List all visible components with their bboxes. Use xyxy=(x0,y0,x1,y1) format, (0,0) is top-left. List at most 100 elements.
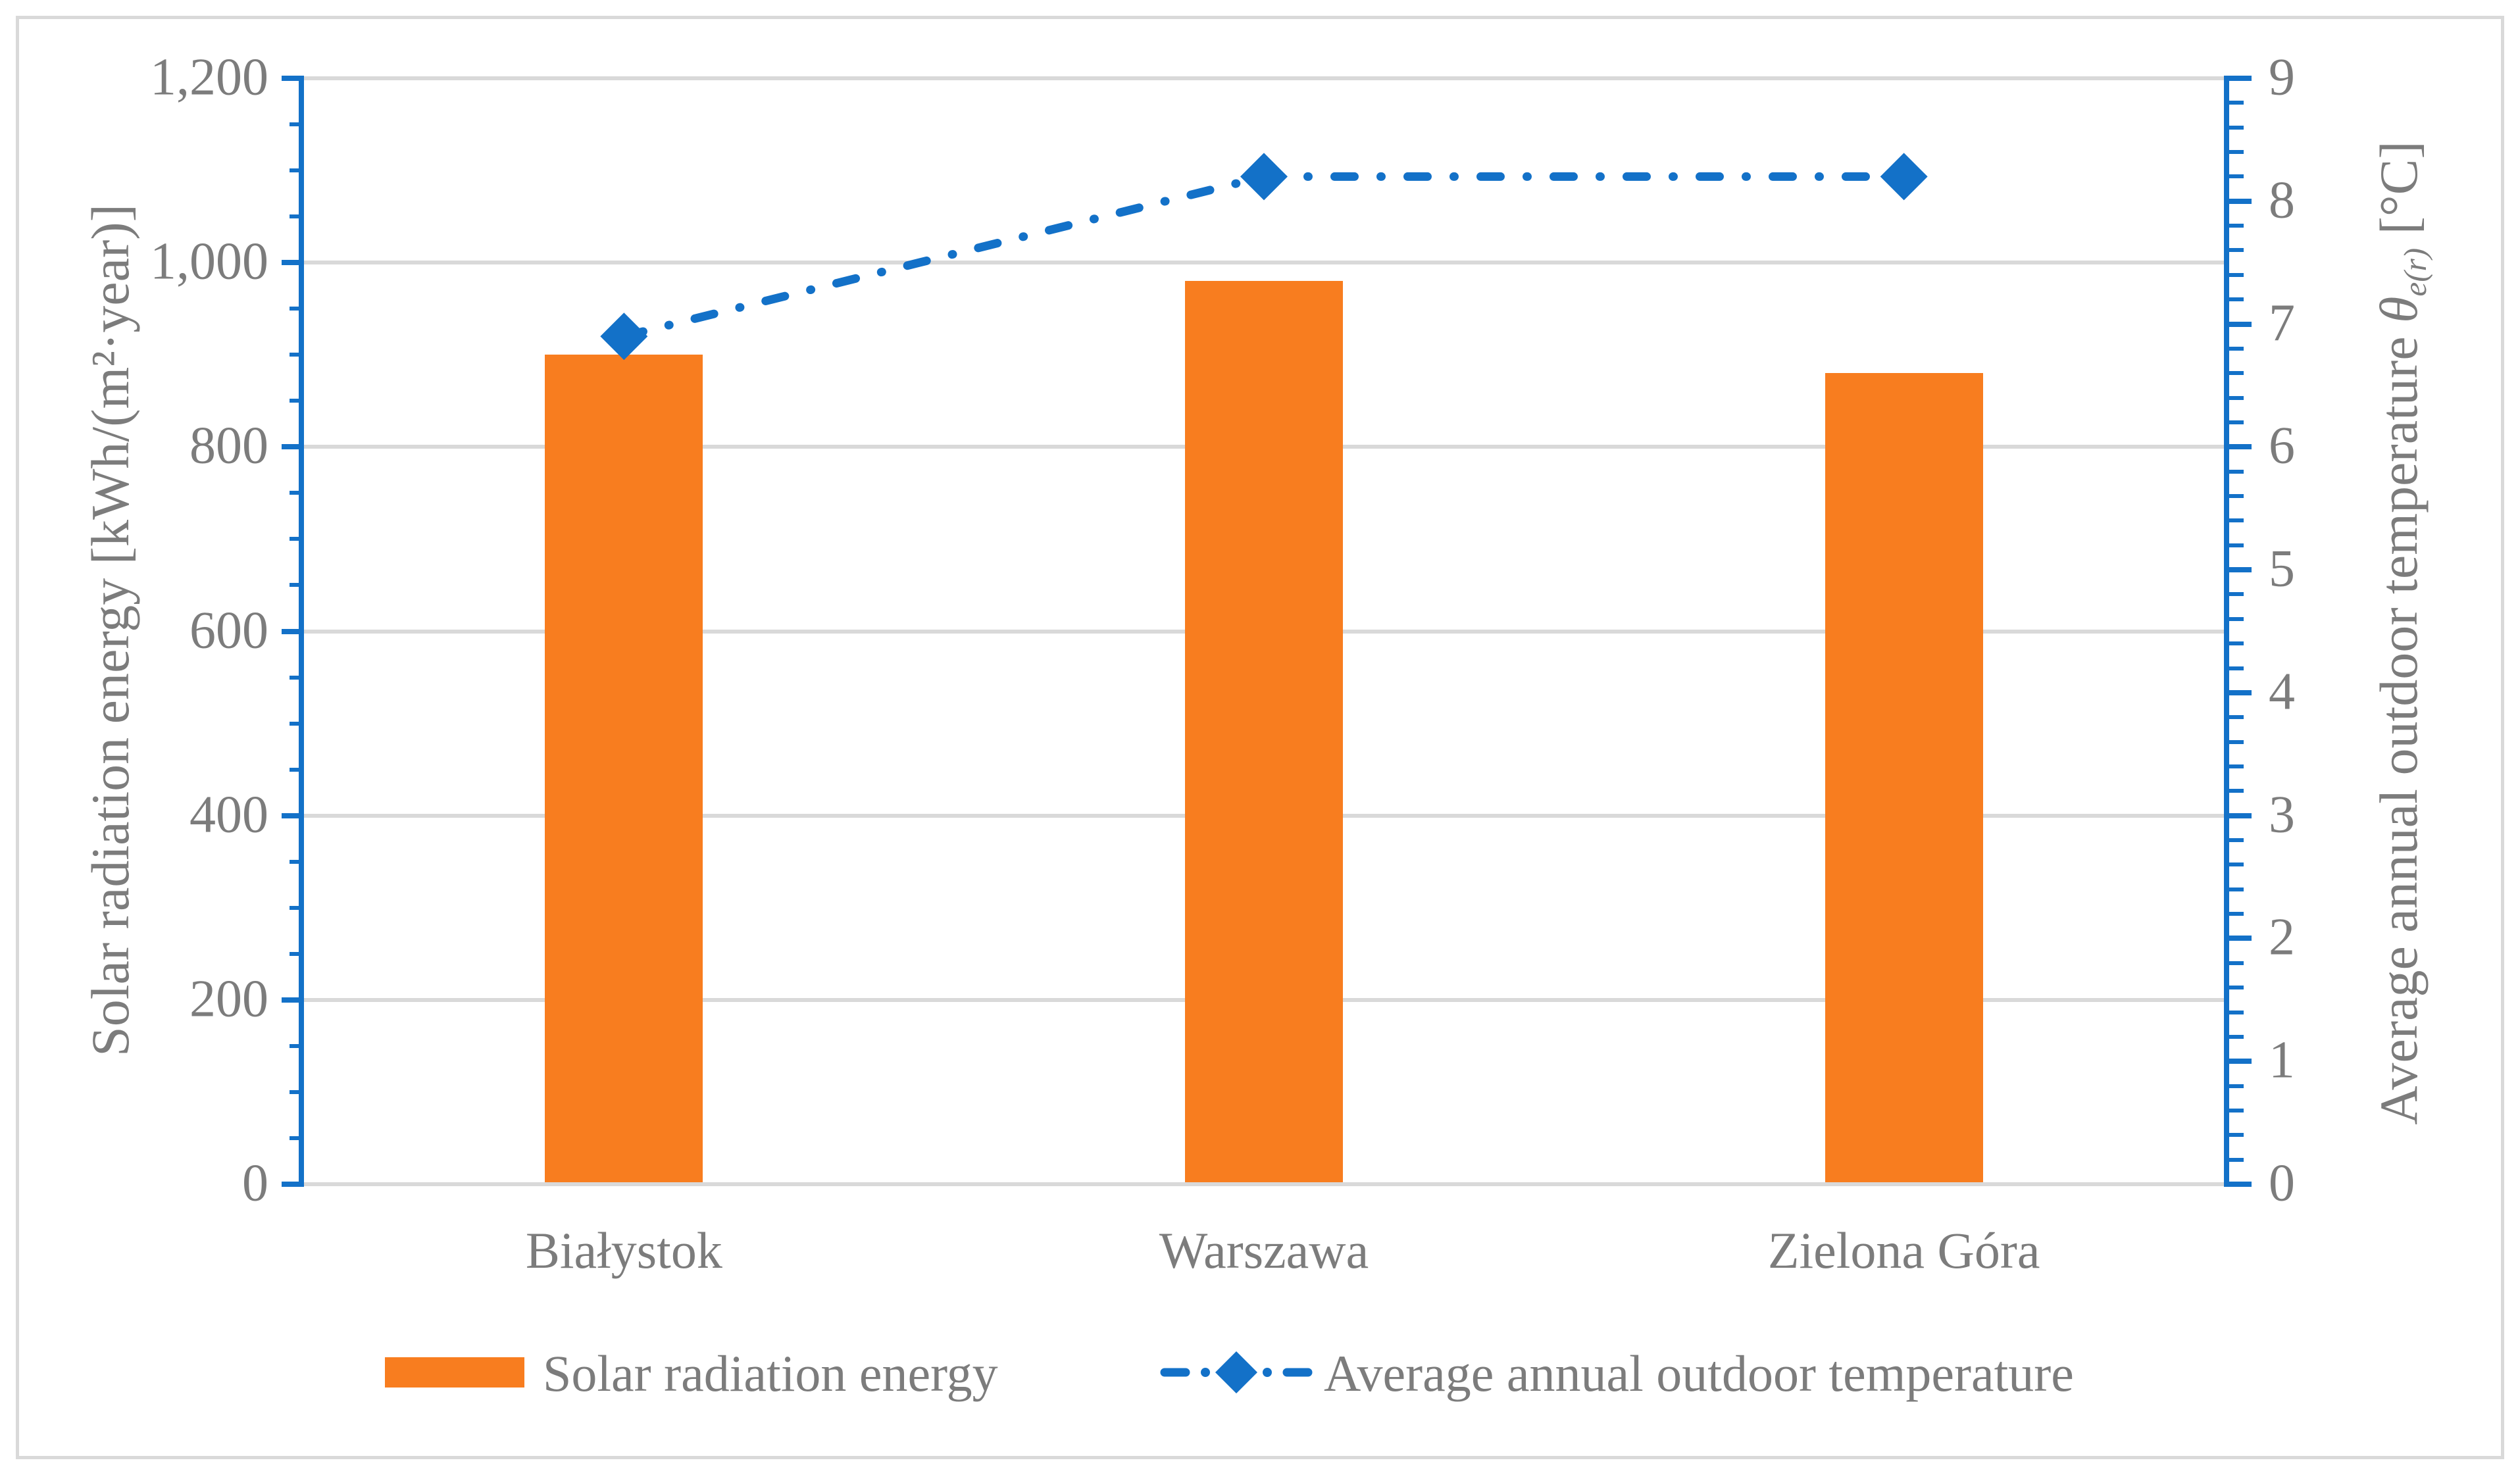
right-axis-minor-tick xyxy=(2229,1034,2244,1039)
right-axis-minor-tick xyxy=(2229,1157,2244,1162)
right-axis-minor-tick xyxy=(2229,912,2244,916)
right-axis-major-tick xyxy=(2229,1182,2252,1187)
right-axis-line xyxy=(2224,76,2229,1187)
right-axis-tick-label: 1 xyxy=(2269,1031,2295,1089)
right-axis-minor-tick xyxy=(2229,1084,2244,1088)
right-axis-minor-tick xyxy=(2229,494,2244,499)
left-axis-minor-tick xyxy=(290,583,304,588)
left-axis-minor-tick xyxy=(290,353,304,357)
legend-label-solar: Solar radiation energy xyxy=(543,1345,998,1402)
right-axis-minor-tick xyxy=(2229,592,2244,597)
right-axis-minor-tick xyxy=(2229,395,2244,400)
right-axis-major-tick xyxy=(2229,689,2252,695)
right-axis-minor-tick xyxy=(2229,666,2244,670)
bar-zielona-g-ra xyxy=(1825,373,1983,1182)
right-axis-minor-tick xyxy=(2229,986,2244,990)
right-axis-minor-tick xyxy=(2229,715,2244,720)
left-axis-minor-tick xyxy=(290,951,304,956)
left-axis-minor-tick xyxy=(290,307,304,311)
left-axis-minor-tick xyxy=(290,214,304,219)
right-axis-minor-tick xyxy=(2229,616,2244,621)
left-axis-tick-label: 200 xyxy=(189,970,268,1028)
left-axis-tick-label: 1,000 xyxy=(150,232,268,291)
left-axis-minor-tick xyxy=(290,491,304,495)
right-axis-minor-tick xyxy=(2229,101,2244,105)
right-axis-minor-tick xyxy=(2229,1108,2244,1112)
bar-bia-ystok xyxy=(545,355,703,1182)
left-axis-tick-label: 0 xyxy=(242,1154,268,1212)
right-axis-minor-tick xyxy=(2229,1010,2244,1014)
right-axis-tick-label: 2 xyxy=(2269,908,2295,966)
right-axis-minor-tick xyxy=(2229,420,2244,424)
left-axis-major-tick xyxy=(282,813,304,818)
right-axis-tick-label: 9 xyxy=(2269,48,2295,107)
right-axis-major-tick xyxy=(2229,1059,2252,1064)
right-axis-title: Average annual outdoor temperature θe(r)… xyxy=(2369,141,2433,1124)
right-axis-tick-label: 3 xyxy=(2269,786,2295,844)
gridline xyxy=(304,261,2224,265)
left-axis-minor-tick xyxy=(290,122,304,127)
gridline xyxy=(304,76,2224,80)
category-label-zielona-g-ra: Zielona Góra xyxy=(1767,1222,2040,1279)
right-axis-tick-label: 8 xyxy=(2269,171,2295,230)
left-axis-minor-tick xyxy=(290,859,304,864)
right-axis-minor-tick xyxy=(2229,125,2244,130)
left-axis-minor-tick xyxy=(290,675,304,680)
left-axis-major-tick xyxy=(282,997,304,1003)
left-axis-minor-tick xyxy=(290,905,304,910)
right-axis-minor-tick xyxy=(2229,739,2244,744)
right-axis-minor-tick xyxy=(2229,272,2244,277)
left-axis-minor-tick xyxy=(290,537,304,541)
right-axis-major-tick xyxy=(2229,198,2252,204)
left-axis-tick-label: 600 xyxy=(189,601,268,659)
left-axis-minor-tick xyxy=(290,1136,304,1140)
left-axis-major-tick xyxy=(282,76,304,81)
right-axis-major-tick xyxy=(2229,567,2252,573)
right-axis-minor-tick xyxy=(2229,150,2244,155)
right-axis-major-tick xyxy=(2229,813,2252,818)
right-axis-tick-label: 5 xyxy=(2269,539,2295,598)
right-axis-minor-tick xyxy=(2229,543,2244,547)
left-axis-major-tick xyxy=(282,628,304,634)
left-axis-major-tick xyxy=(282,260,304,266)
category-label-bia-ystok: Białystok xyxy=(525,1222,722,1279)
right-axis-major-tick xyxy=(2229,76,2252,81)
theta-subscript: e(r) xyxy=(2396,247,2433,297)
right-axis-minor-tick xyxy=(2229,961,2244,965)
right-axis-minor-tick xyxy=(2229,518,2244,523)
right-axis-minor-tick xyxy=(2229,887,2244,891)
right-axis-tick-label: 0 xyxy=(2269,1154,2295,1212)
right-axis-minor-tick xyxy=(2229,789,2244,793)
right-axis-minor-tick xyxy=(2229,371,2244,376)
right-axis-minor-tick xyxy=(2229,469,2244,474)
right-axis-minor-tick xyxy=(2229,641,2244,646)
left-axis-minor-tick xyxy=(290,1043,304,1048)
right-axis-tick-label: 7 xyxy=(2269,293,2295,352)
left-axis-tick-label: 400 xyxy=(189,786,268,844)
gridline xyxy=(304,1182,2224,1186)
bar-warszawa xyxy=(1185,281,1343,1182)
right-axis-minor-tick xyxy=(2229,248,2244,253)
left-axis-major-tick xyxy=(282,444,304,450)
right-axis-minor-tick xyxy=(2229,346,2244,351)
left-axis-major-tick xyxy=(282,1182,304,1187)
left-axis-minor-tick xyxy=(290,1089,304,1094)
left-axis-minor-tick xyxy=(290,721,304,726)
right-axis-minor-tick xyxy=(2229,224,2244,228)
right-axis-minor-tick xyxy=(2229,764,2244,768)
chart-border xyxy=(16,16,2504,1459)
right-axis-tick-label: 6 xyxy=(2269,416,2295,475)
left-axis-tick-label: 800 xyxy=(189,416,268,475)
left-axis-minor-tick xyxy=(290,399,304,403)
legend-label-temperature: Average annual outdoor temperature xyxy=(1324,1345,2074,1402)
left-axis-tick-label: 1,200 xyxy=(150,48,268,107)
category-label-warszawa: Warszawa xyxy=(1159,1222,1369,1279)
right-axis-minor-tick xyxy=(2229,838,2244,843)
left-axis-minor-tick xyxy=(290,767,304,772)
right-axis-major-tick xyxy=(2229,936,2252,941)
right-axis-major-tick xyxy=(2229,444,2252,450)
left-axis-minor-tick xyxy=(290,168,304,173)
right-axis-minor-tick xyxy=(2229,297,2244,302)
right-axis-minor-tick xyxy=(2229,174,2244,179)
